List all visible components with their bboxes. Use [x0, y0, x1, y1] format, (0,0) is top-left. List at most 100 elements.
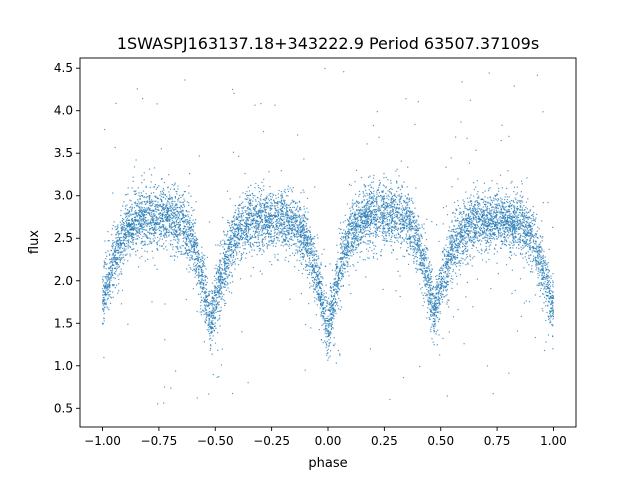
data-point	[138, 225, 141, 227]
data-point	[403, 219, 405, 221]
data-point	[299, 209, 301, 211]
data-point	[161, 206, 163, 208]
data-point	[202, 266, 204, 268]
data-point	[452, 238, 454, 240]
data-point	[297, 216, 299, 218]
data-point	[234, 263, 236, 265]
data-point	[292, 224, 294, 226]
data-point	[319, 293, 321, 295]
data-point	[298, 216, 300, 218]
data-point	[335, 299, 337, 301]
data-point	[435, 289, 437, 291]
data-point	[246, 218, 248, 221]
data-point	[504, 224, 506, 226]
data-point	[111, 270, 113, 272]
data-point	[273, 240, 275, 242]
data-point	[186, 231, 188, 233]
data-point	[146, 207, 148, 209]
data-point	[497, 222, 499, 224]
data-point	[230, 239, 232, 241]
data-point	[233, 236, 235, 238]
data-point	[113, 284, 115, 286]
data-point	[494, 207, 496, 209]
data-point	[464, 218, 466, 220]
data-point	[181, 251, 183, 253]
data-point	[271, 240, 273, 242]
data-point	[168, 235, 170, 237]
data-point	[264, 210, 266, 212]
data-point	[194, 251, 196, 253]
data-point	[309, 248, 312, 250]
data-point	[450, 261, 452, 263]
data-point	[410, 228, 412, 231]
data-point	[331, 316, 334, 319]
data-point	[402, 377, 405, 379]
data-point	[527, 231, 529, 233]
data-point	[476, 278, 478, 280]
data-point	[221, 269, 223, 271]
data-point	[464, 242, 466, 244]
data-point	[497, 273, 499, 275]
data-point	[519, 278, 522, 280]
data-point	[386, 197, 388, 199]
data-point	[349, 228, 351, 230]
data-point	[508, 235, 511, 237]
data-point	[208, 317, 210, 319]
data-point	[540, 282, 542, 284]
data-point	[464, 224, 466, 226]
data-point	[359, 202, 361, 204]
data-point	[364, 186, 366, 188]
data-point	[375, 211, 377, 213]
data-point	[291, 219, 293, 221]
data-point	[446, 284, 449, 286]
data-point	[346, 257, 348, 259]
data-point	[364, 214, 366, 217]
data-point	[530, 225, 532, 227]
data-point	[433, 329, 435, 331]
data-point	[485, 242, 487, 244]
data-point	[218, 265, 220, 267]
data-point	[468, 162, 470, 164]
data-point	[400, 247, 402, 249]
data-point	[288, 245, 290, 247]
data-point	[262, 221, 264, 224]
data-point	[311, 254, 313, 256]
data-point	[330, 294, 332, 296]
data-point	[533, 240, 535, 242]
data-point	[192, 263, 195, 265]
data-point	[153, 240, 155, 242]
data-point	[231, 249, 233, 251]
data-point	[264, 203, 266, 205]
data-point	[484, 206, 487, 208]
data-point	[280, 170, 282, 172]
data-point	[266, 216, 269, 218]
data-point	[401, 237, 403, 239]
data-point	[508, 243, 510, 246]
data-point	[377, 221, 379, 223]
data-point	[401, 196, 403, 198]
data-point	[547, 286, 549, 289]
data-point	[417, 101, 419, 103]
data-point	[496, 218, 498, 220]
data-point	[433, 298, 435, 300]
data-point	[461, 239, 463, 241]
data-point	[422, 249, 424, 251]
data-point	[151, 205, 153, 207]
data-point	[383, 228, 385, 230]
data-point	[109, 287, 111, 289]
data-point	[303, 268, 305, 270]
data-point	[467, 201, 469, 203]
data-point	[272, 242, 274, 244]
data-point	[423, 273, 425, 275]
data-point	[512, 200, 514, 202]
data-point	[269, 209, 271, 211]
data-point	[489, 224, 491, 226]
data-point	[227, 222, 229, 224]
data-point	[219, 310, 221, 312]
data-point	[249, 242, 251, 244]
data-point	[546, 264, 548, 266]
data-point	[336, 303, 338, 305]
data-point	[119, 248, 121, 250]
data-point	[504, 231, 506, 233]
data-point	[500, 210, 502, 212]
